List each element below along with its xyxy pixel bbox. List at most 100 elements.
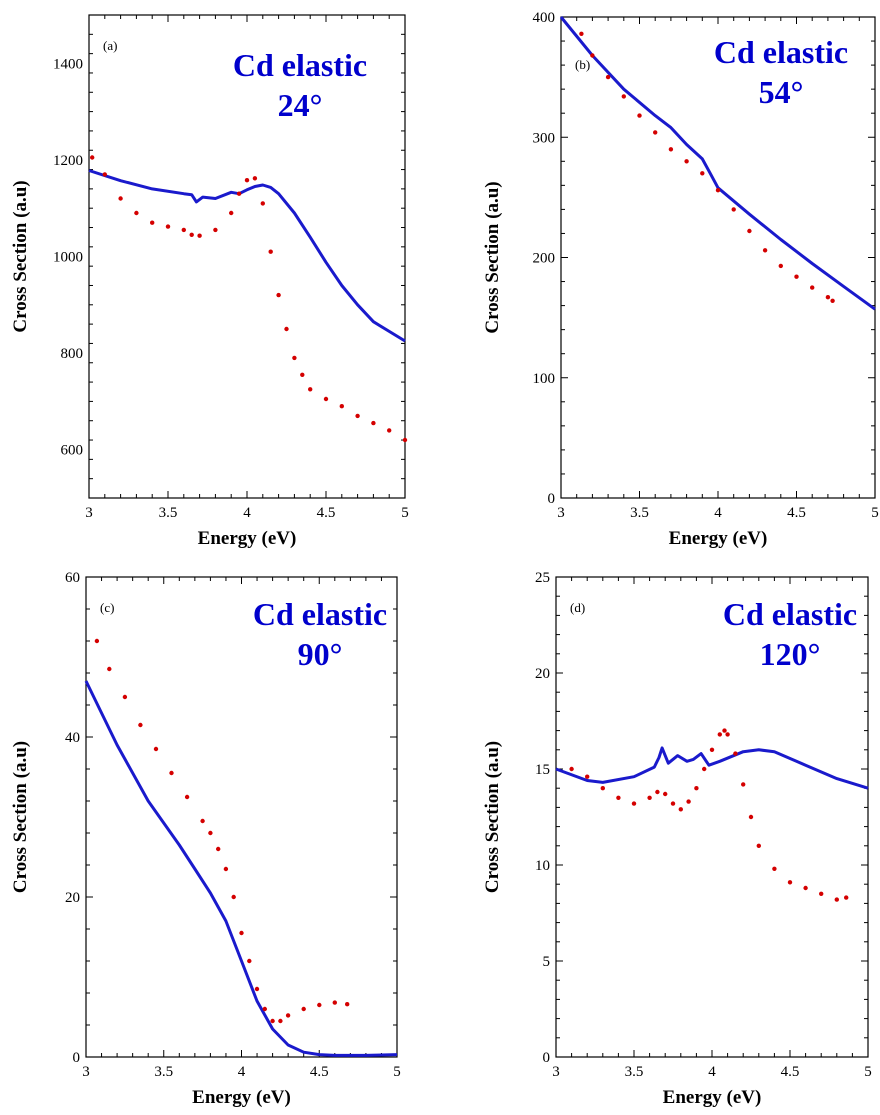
panel-b: 3 3.5 4 4.5 5 0 100 200 300 400 Energy (eV) Cross S… <box>482 10 879 549</box>
y-tick-label: 1400 <box>53 56 83 72</box>
annotation-label: 120° <box>760 636 821 672</box>
x-axis-title: Energy (eV) <box>663 1087 762 1108</box>
experiment-point <box>637 113 642 118</box>
experiment-point <box>213 227 218 233</box>
experiment-point <box>772 866 777 871</box>
experiment-point <box>709 747 715 752</box>
experiment-point <box>138 722 143 728</box>
x-tick-label: 4.5 <box>317 505 336 521</box>
experiment-point <box>569 766 574 772</box>
experiment-point <box>722 728 727 733</box>
x-axis-title: Energy (eV) <box>669 528 768 549</box>
experiment-point <box>653 130 658 135</box>
experiment-point <box>317 1002 322 1008</box>
experiment-point <box>150 220 155 225</box>
experiment-point <box>670 801 676 806</box>
experiment-point <box>748 814 754 820</box>
panel-tag: (c) <box>100 600 114 615</box>
plot-frame <box>88 14 406 499</box>
annotation-label: 24° <box>278 87 323 123</box>
x-tick-label: 4.5 <box>310 1064 329 1080</box>
experiment-point <box>686 799 691 804</box>
x-tick-label: 5 <box>871 505 879 521</box>
experiment-point <box>184 794 190 800</box>
x-tick-label: 3.5 <box>630 505 649 521</box>
experiment-point <box>339 404 344 409</box>
experiment-point <box>590 53 595 58</box>
x-tick-label: 3 <box>552 1064 560 1080</box>
experiment-point <box>579 31 584 36</box>
x-tick-label: 3 <box>82 1064 90 1080</box>
experiment-point <box>402 437 408 443</box>
y-axis-title: Cross Section (a.u) <box>10 180 31 332</box>
experiment-point <box>830 298 835 303</box>
experiment-point <box>741 782 746 787</box>
y-tick-label: 10 <box>535 858 550 874</box>
y-tick-label: 25 <box>535 570 550 586</box>
experiment-point <box>285 1013 291 1018</box>
y-tick-label: 0 <box>73 1050 81 1066</box>
x-tick-label: 4 <box>238 1064 246 1080</box>
experiment-point <box>762 248 768 253</box>
experiment-point <box>387 428 392 433</box>
experiment-point <box>844 895 849 900</box>
experiment-point <box>107 666 112 672</box>
experiment-point <box>345 1002 350 1007</box>
experiment-point <box>239 930 244 936</box>
experiment-point <box>278 1018 283 1024</box>
experiment-point <box>308 387 313 392</box>
x-tick-label: 4 <box>243 505 251 521</box>
y-tick-label: 40 <box>65 730 80 746</box>
plot-frame <box>560 16 876 499</box>
theory-curve <box>559 16 876 311</box>
x-tick-label: 5 <box>393 1064 401 1080</box>
x-tick-label: 5 <box>864 1064 872 1080</box>
experiment-point <box>134 210 139 216</box>
y-tick-label: 300 <box>533 130 556 146</box>
panel-a: 3 3.5 4 4.5 5 600 800 1000 1200 1400 Energy (eV) Cr… <box>10 14 409 549</box>
experiment-point <box>284 326 289 332</box>
y-tick-label: 60 <box>65 570 80 586</box>
theory-curve <box>555 746 869 790</box>
experiment-point <box>647 795 652 800</box>
experiment-point <box>702 766 707 772</box>
experiment-point <box>694 786 699 791</box>
panel-c: 3 3.5 4 4.5 5 0 20 40 60 Energy (eV) Cross Section… <box>10 570 401 1108</box>
theory-curve <box>84 680 398 1057</box>
experiment-point <box>260 201 265 206</box>
experiment-point <box>332 1000 337 1005</box>
experiment-point <box>270 1018 275 1024</box>
experiment-point <box>90 155 95 160</box>
plot-frame <box>85 576 398 1058</box>
experiment-point <box>94 638 100 644</box>
experiment-point <box>118 196 123 201</box>
experiment-point <box>663 791 668 797</box>
experiment-point <box>208 830 213 836</box>
y-tick-label: 20 <box>65 890 80 906</box>
x-tick-label: 4 <box>708 1064 716 1080</box>
x-tick-label: 3 <box>85 505 93 521</box>
experiment-point <box>223 866 229 872</box>
x-tick-label: 4.5 <box>781 1064 800 1080</box>
experiment-point <box>102 172 108 177</box>
experiment-point <box>787 880 793 885</box>
panel-tag: (d) <box>570 600 585 615</box>
experiment-point <box>252 176 258 181</box>
experiment-point <box>301 1006 306 1012</box>
experiment-point <box>678 807 683 812</box>
experiment-point <box>292 355 297 361</box>
y-tick-label: 0 <box>543 1050 551 1066</box>
experiment-point <box>756 843 761 848</box>
experiment-point <box>731 207 736 212</box>
experiment-point <box>153 746 159 752</box>
y-axis-title: Cross Section (a.u) <box>482 741 503 893</box>
experiment-point <box>747 228 752 234</box>
y-tick-label: 800 <box>61 346 84 362</box>
experiment-point <box>229 210 234 216</box>
experiment-point <box>244 178 250 183</box>
y-axis-title: Cross Section (a.u) <box>10 741 31 893</box>
x-tick-label: 5 <box>401 505 409 521</box>
experiment-point <box>600 786 605 791</box>
x-tick-label: 3.5 <box>154 1064 173 1080</box>
experiment-point <box>122 694 128 700</box>
